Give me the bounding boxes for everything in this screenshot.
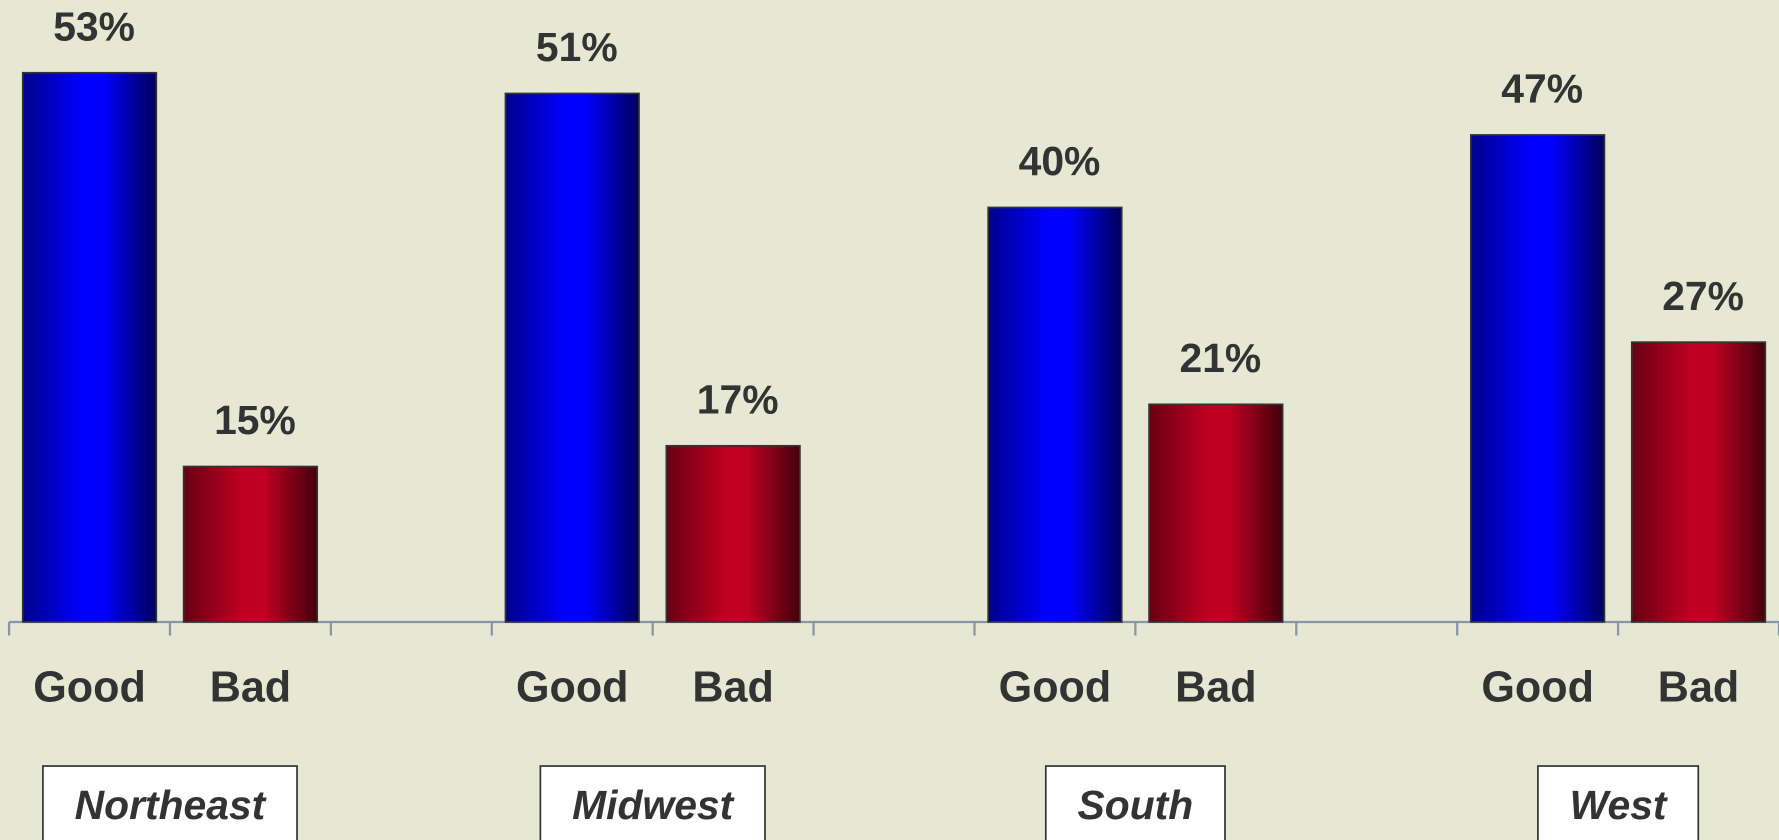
bar [183, 466, 318, 622]
x-tick-label: Bad [692, 663, 773, 711]
bar [666, 445, 800, 622]
bar-outline [504, 92, 640, 623]
group-label: Northeast [75, 782, 267, 828]
value-label: 15% [214, 397, 296, 443]
value-label: 53% [53, 3, 135, 49]
value-label: 17% [697, 376, 779, 422]
value-label: 40% [1019, 138, 1101, 184]
bar [1470, 134, 1605, 622]
x-tick-label: Bad [1658, 663, 1739, 711]
value-label: 47% [1501, 66, 1583, 112]
value-label: 27% [1662, 273, 1744, 319]
x-tick-label: Good [999, 663, 1112, 711]
group-label-box [1537, 765, 1700, 840]
bar [505, 93, 640, 622]
bar-outline [665, 444, 801, 623]
value-label: 21% [1180, 335, 1262, 381]
bar [1631, 342, 1766, 622]
x-tick-label: Good [516, 663, 629, 711]
group-label-box [539, 765, 766, 840]
group-label-box [42, 765, 298, 840]
bar-outline [21, 71, 158, 623]
group-label: South [1078, 782, 1194, 828]
group-label: West [1570, 782, 1668, 828]
bar [22, 72, 157, 622]
bar-outline [1630, 341, 1767, 623]
x-tick-label: Bad [1175, 663, 1256, 711]
x-tick-label: Bad [210, 663, 291, 711]
bar-outline [1470, 134, 1606, 623]
x-tick-label: Good [1481, 663, 1594, 711]
bar-outline [987, 206, 1123, 623]
x-tick-label: Good [33, 663, 146, 711]
bar [988, 207, 1122, 622]
bar-outline [182, 465, 319, 623]
group-label: Midwest [572, 782, 734, 828]
value-label: 51% [536, 24, 618, 70]
bar-outline [1148, 403, 1284, 623]
group-label-box [1044, 765, 1226, 840]
bar [1149, 404, 1283, 622]
